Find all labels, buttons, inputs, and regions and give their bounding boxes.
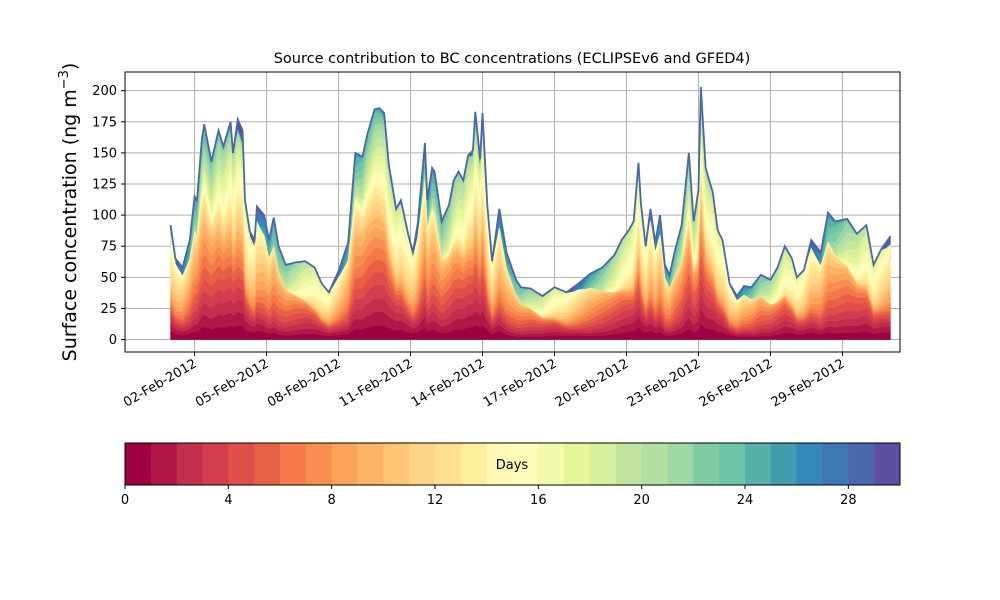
x-tick-label: 17-Feb-2012 (481, 356, 560, 410)
x-tick-label: 11-Feb-2012 (337, 356, 416, 410)
colorbar-tick-label: 20 (633, 493, 650, 508)
area-band-day-0 (170, 323, 891, 340)
colorbar-tick-label: 8 (328, 493, 336, 508)
colorbar-swatch (486, 443, 513, 485)
x-tick-label: 08-Feb-2012 (265, 356, 344, 410)
y-tick-label: 175 (92, 115, 117, 130)
colorbar-swatch (331, 443, 358, 485)
colorbar-tick-label: 4 (224, 493, 232, 508)
y-axis: 0 25 50 75 100 125 150 175 200 (92, 84, 125, 348)
colorbar-swatch (357, 443, 384, 485)
colorbar-swatch (822, 443, 849, 485)
colorbar-tick-label: 28 (840, 493, 857, 508)
x-tick-label: 26-Feb-2012 (697, 356, 776, 410)
y-tick-label: 125 (92, 178, 117, 193)
x-axis: 02-Feb-201205-Feb-201208-Feb-201211-Feb-… (121, 352, 847, 410)
y-tick-label: 200 (92, 84, 117, 99)
chart-title: Source contribution to BC concentrations… (274, 51, 751, 67)
colorbar-swatch (202, 443, 229, 485)
stacked-area-series (169, 86, 892, 340)
colorbar-swatch (745, 443, 772, 485)
colorbar-swatch (615, 443, 643, 485)
plot-frame (124, 71, 901, 353)
plot-area: 0 25 50 75 100 125 150 175 200 02-Feb-201205-Feb… (92, 71, 901, 410)
colorbar: Days 0 4 8 12 16 20 24 28 (121, 442, 901, 508)
colorbar-swatch (176, 443, 203, 485)
colorbar-swatch (512, 443, 539, 485)
colorbar-swatch (150, 443, 178, 485)
colorbar-swatch (770, 443, 798, 485)
colorbar-swatch (254, 443, 281, 485)
y-tick-label: 50 (100, 271, 117, 286)
colorbar-swatch (409, 443, 436, 485)
colorbar-swatch (125, 443, 152, 485)
x-tick-label: 14-Feb-2012 (409, 356, 488, 410)
y-tick-label: 25 (100, 302, 117, 317)
colorbar-swatch (383, 443, 410, 485)
colorbar-swatch (848, 443, 875, 485)
x-tick-label: 29-Feb-2012 (769, 356, 848, 410)
x-tick-label: 02-Feb-2012 (121, 356, 200, 410)
y-tick-label: 75 (100, 240, 117, 255)
colorbar-swatches (125, 443, 901, 485)
colorbar-tick-label: 24 (737, 493, 754, 508)
colorbar-label: Days (496, 458, 529, 473)
x-tick-label: 05-Feb-2012 (193, 356, 272, 410)
colorbar-frame (124, 442, 901, 486)
colorbar-swatch (590, 443, 617, 485)
colorbar-ticks: 0 4 8 12 16 20 24 28 (121, 485, 857, 508)
total-outline (169, 86, 892, 298)
x-tick-label: 20-Feb-2012 (553, 356, 632, 410)
colorbar-swatch (228, 443, 255, 485)
y-tick-label: 100 (92, 209, 117, 224)
colorbar-swatch (719, 443, 746, 485)
colorbar-swatch (874, 443, 901, 485)
colorbar-swatch (667, 443, 694, 485)
y-tick-label: 0 (109, 333, 117, 348)
y-tick-label: 150 (92, 146, 117, 161)
colorbar-swatch (435, 443, 462, 485)
colorbar-swatch (564, 443, 591, 485)
colorbar-swatch (280, 443, 307, 485)
colorbar-swatch (460, 443, 488, 485)
colorbar-swatch (305, 443, 333, 485)
y-axis-label: Surface concentration (ng m−3) (57, 63, 81, 362)
x-tick-label: 23-Feb-2012 (625, 356, 704, 410)
colorbar-swatch (693, 443, 720, 485)
colorbar-swatch (641, 443, 668, 485)
colorbar-tick-label: 0 (121, 493, 129, 508)
colorbar-tick-label: 12 (427, 493, 444, 508)
colorbar-swatch (538, 443, 565, 485)
colorbar-tick-label: 16 (530, 493, 547, 508)
colorbar-swatch (796, 443, 823, 485)
